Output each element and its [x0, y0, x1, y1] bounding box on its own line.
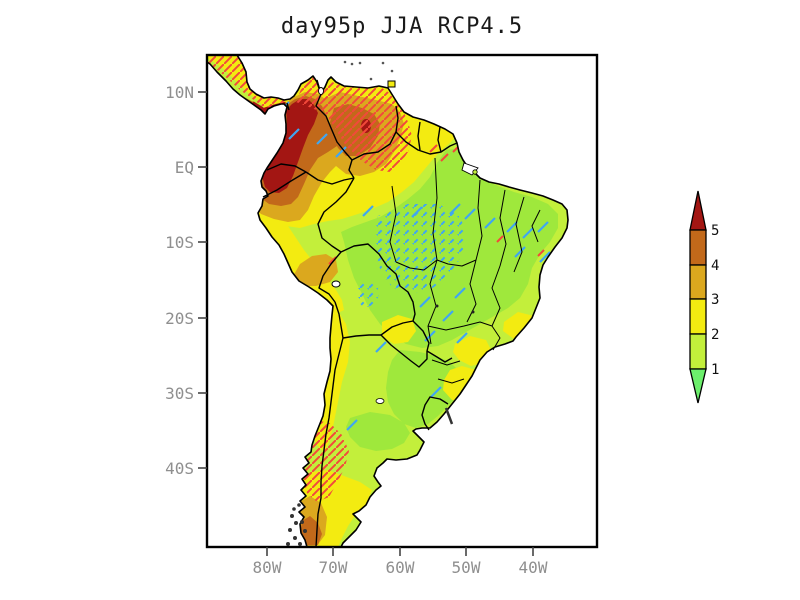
colorbar: 5 4 3 2 1: [689, 190, 719, 404]
blue-hatch-area: [355, 280, 380, 308]
contour-region: [386, 350, 464, 428]
lon-tick-label: 70W: [319, 558, 348, 577]
colorbar-segment: [689, 264, 707, 300]
colorbar-arrow-top: [689, 190, 707, 231]
lake-titicaca: [331, 280, 341, 288]
chilean-archipelago: [286, 503, 307, 546]
islands: [286, 60, 475, 546]
colorbar-segment: [689, 229, 707, 266]
blue-hatch-area: [374, 204, 466, 294]
lon-tick-label: 60W: [386, 558, 415, 577]
lakes: [318, 87, 479, 425]
lon-tick-label: 80W: [253, 558, 282, 577]
contour-region: [346, 412, 410, 451]
map-panel: [207, 55, 569, 547]
colorbar-tick-label: 3: [711, 292, 719, 308]
colorbar-segment: [689, 298, 707, 335]
trinidad-island: [387, 80, 396, 88]
lon-tick-label: 40W: [519, 558, 548, 577]
colorbar-segment: [689, 333, 707, 370]
lat-tick-label: 10S: [165, 233, 194, 252]
map-frame: [205, 53, 599, 549]
colorbar-tick-label: 2: [711, 327, 719, 343]
lon-tick-label: 50W: [452, 558, 481, 577]
figure-title: day95p JJA RCP4.5: [281, 14, 523, 39]
red-hatch-marks: [328, 144, 545, 265]
lat-tick-marks: [198, 91, 207, 469]
colorbar-tick-label: 4: [711, 258, 719, 274]
lat-tick-label: 20S: [165, 309, 194, 328]
lat-tick-label: 10N: [165, 83, 194, 102]
colorbar-arrow-bottom: [689, 368, 707, 404]
lon-tick-marks: [266, 547, 534, 556]
contour-region: [262, 99, 318, 193]
latitude-axis: 10N EQ 10S 20S 30S 40S: [165, 83, 207, 478]
longitude-axis: 80W 70W 60W 50W 40W: [253, 547, 548, 577]
red-hatch-area: [296, 72, 412, 172]
lat-tick-label: EQ: [175, 158, 194, 177]
lat-tick-label: 40S: [165, 459, 194, 478]
state-borders: [389, 157, 541, 384]
lake-maracaibo: [318, 87, 324, 95]
colorbar-tick-label: 1: [711, 362, 719, 378]
lagoa-dos-patos: [444, 407, 454, 425]
lat-tick-label: 30S: [165, 384, 194, 403]
colorbar-tick-label: 5: [711, 223, 719, 239]
marajo-island: [472, 169, 478, 175]
lake-mar-chiquita: [375, 398, 385, 404]
contour-region: [292, 254, 338, 286]
coastline: [207, 55, 569, 547]
country-borders: [262, 79, 458, 547]
